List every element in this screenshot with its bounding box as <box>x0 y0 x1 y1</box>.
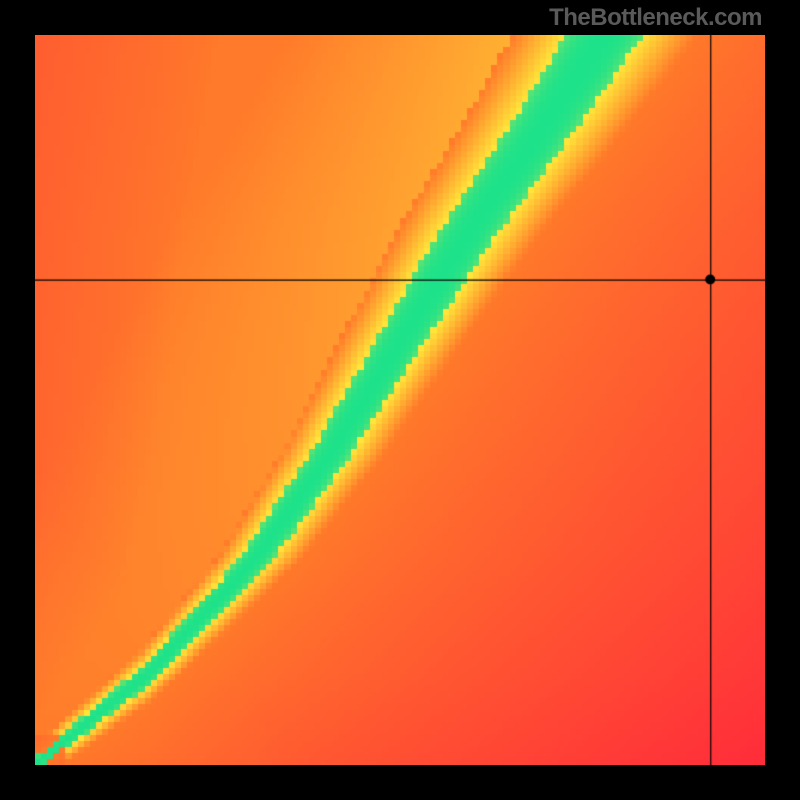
chart-container: TheBottleneck.com <box>0 0 800 800</box>
watermark-text: TheBottleneck.com <box>549 4 762 32</box>
bottleneck-heatmap <box>35 35 765 765</box>
